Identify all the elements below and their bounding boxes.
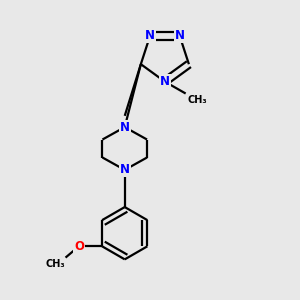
Text: CH₃: CH₃ (45, 259, 64, 269)
Text: CH₃: CH₃ (187, 95, 207, 105)
Text: N: N (160, 75, 170, 88)
Text: N: N (120, 164, 130, 176)
Text: N: N (175, 29, 185, 42)
Text: O: O (74, 240, 84, 253)
Text: N: N (120, 121, 130, 134)
Text: N: N (145, 29, 155, 42)
